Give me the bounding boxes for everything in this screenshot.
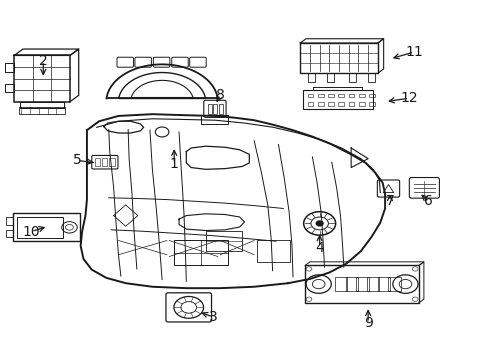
Bar xyxy=(201,115,227,124)
Bar xyxy=(19,107,65,114)
Bar xyxy=(6,230,13,237)
Bar xyxy=(358,103,364,106)
Text: 12: 12 xyxy=(400,91,417,105)
Text: 3: 3 xyxy=(208,310,217,324)
Bar xyxy=(218,104,223,114)
Bar xyxy=(13,213,80,241)
Bar xyxy=(317,103,323,106)
Text: 8: 8 xyxy=(215,87,224,102)
Bar xyxy=(387,277,400,291)
Bar xyxy=(307,103,313,106)
Bar xyxy=(368,103,374,106)
Circle shape xyxy=(316,221,323,226)
Bar xyxy=(302,90,372,109)
Bar xyxy=(5,84,14,93)
Bar xyxy=(20,102,64,108)
Bar xyxy=(366,277,379,291)
Bar xyxy=(348,73,355,82)
Bar xyxy=(5,63,14,72)
Bar xyxy=(334,277,346,291)
Bar xyxy=(356,277,368,291)
Bar xyxy=(345,277,357,291)
Bar xyxy=(358,94,364,98)
Bar xyxy=(205,230,242,251)
Bar xyxy=(317,94,323,98)
Bar xyxy=(367,73,375,82)
Bar xyxy=(327,94,333,98)
Bar xyxy=(307,94,313,98)
Bar xyxy=(109,158,115,166)
Bar xyxy=(213,104,217,114)
Bar xyxy=(368,94,374,98)
Text: 7: 7 xyxy=(385,194,393,208)
Bar xyxy=(300,43,377,73)
Text: 5: 5 xyxy=(73,153,81,167)
Bar xyxy=(14,55,70,102)
Bar xyxy=(348,94,354,98)
Text: 9: 9 xyxy=(363,316,372,330)
Text: 4: 4 xyxy=(315,240,324,255)
Bar xyxy=(305,265,418,303)
Bar xyxy=(307,73,314,82)
Text: 1: 1 xyxy=(169,157,178,171)
Text: 2: 2 xyxy=(39,54,47,68)
Bar xyxy=(377,277,389,291)
Bar xyxy=(95,158,100,166)
Bar xyxy=(338,94,344,98)
Text: 11: 11 xyxy=(405,45,422,59)
Bar xyxy=(207,104,211,114)
Bar xyxy=(102,158,107,166)
Bar xyxy=(338,103,344,106)
Bar xyxy=(348,103,354,106)
Text: 6: 6 xyxy=(424,194,432,208)
Bar xyxy=(17,217,62,238)
Text: 10: 10 xyxy=(22,225,40,239)
Bar xyxy=(326,73,333,82)
Bar xyxy=(174,240,227,265)
Bar xyxy=(256,240,289,262)
Bar xyxy=(327,103,333,106)
Bar xyxy=(6,217,13,225)
